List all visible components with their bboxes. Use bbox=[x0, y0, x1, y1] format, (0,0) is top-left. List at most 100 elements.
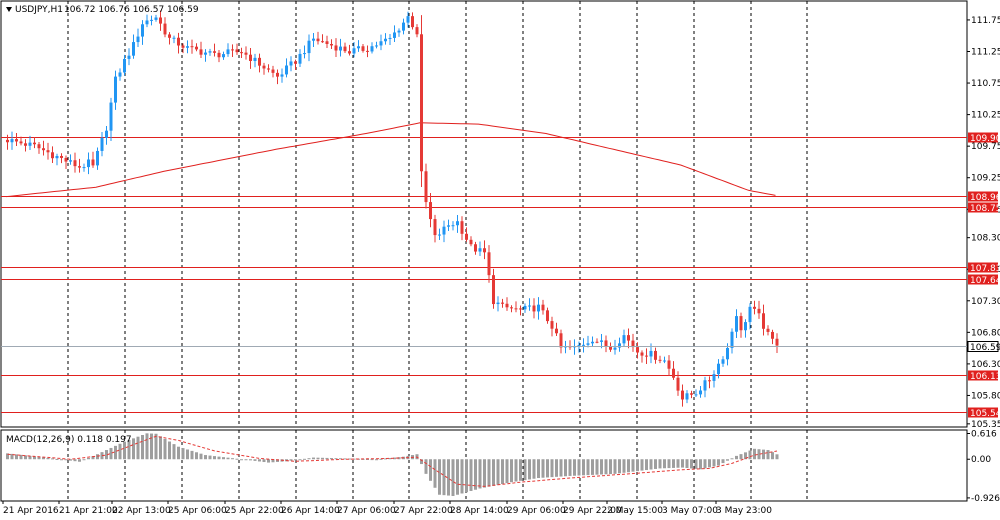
macd-bar-35 bbox=[163, 438, 167, 460]
macd-bar-63 bbox=[289, 459, 293, 461]
macd-bar-108 bbox=[492, 459, 495, 486]
macd-bar-56 bbox=[258, 459, 261, 462]
candle-body-69 bbox=[316, 38, 320, 42]
level-label-bg-3 bbox=[968, 262, 998, 273]
macd-bar-99 bbox=[451, 459, 455, 496]
candle-body-110 bbox=[501, 302, 504, 304]
macd-bar-166 bbox=[753, 448, 756, 460]
macd-bar-107 bbox=[487, 459, 491, 487]
macd-bar-111 bbox=[505, 459, 509, 484]
candle-body-138 bbox=[627, 335, 630, 341]
candle-body-78 bbox=[357, 46, 360, 49]
price-panel-frame bbox=[0, 0, 968, 428]
candle-body-130 bbox=[591, 341, 594, 344]
macd-bar-133 bbox=[604, 459, 608, 475]
macd-bar-143 bbox=[649, 459, 653, 470]
macd-bar-157 bbox=[712, 459, 716, 467]
macd-bar-19 bbox=[91, 456, 95, 460]
candle-body-35 bbox=[163, 23, 167, 35]
macd-bar-6 bbox=[33, 456, 36, 460]
macd-bar-97 bbox=[442, 459, 446, 496]
macd-bar-106 bbox=[483, 459, 486, 488]
candle-body-67 bbox=[307, 40, 311, 54]
candle-body-33 bbox=[154, 17, 158, 20]
macd-bar-8 bbox=[42, 457, 45, 460]
macd-bar-44 bbox=[204, 455, 207, 460]
price-tick-9: 107.30 bbox=[971, 297, 1000, 307]
candle-body-17 bbox=[82, 167, 86, 169]
macd-bar-154 bbox=[699, 459, 702, 470]
candle-body-55 bbox=[253, 57, 257, 62]
macd-bar-48 bbox=[222, 457, 225, 460]
macd-panel-frame bbox=[0, 429, 968, 502]
candle-body-140 bbox=[636, 347, 639, 353]
price-tick-7: 108.30 bbox=[971, 234, 1000, 244]
candle-body-143 bbox=[649, 350, 653, 357]
candle-body-12 bbox=[60, 155, 63, 158]
macd-bar-69 bbox=[316, 457, 320, 460]
macd-bar-39 bbox=[181, 448, 185, 460]
level-label-5: 106.13 bbox=[970, 372, 1000, 382]
candle-body-118 bbox=[537, 304, 540, 312]
macd-bar-140 bbox=[636, 459, 639, 472]
candle-body-84 bbox=[384, 38, 387, 42]
candle-body-93 bbox=[424, 171, 428, 203]
candlesticks bbox=[6, 10, 779, 407]
level-label-2: 108.75 bbox=[970, 204, 1000, 214]
macd-signal-line bbox=[7, 435, 778, 487]
candle-body-23 bbox=[109, 102, 113, 131]
candle-body-101 bbox=[460, 221, 464, 234]
macd-bar-2 bbox=[15, 454, 18, 460]
symbol-menu-icon[interactable] bbox=[6, 7, 12, 12]
macd-bar-167 bbox=[757, 449, 761, 460]
candle-body-127 bbox=[577, 345, 581, 347]
candle-body-146 bbox=[663, 360, 666, 362]
candle-body-166 bbox=[753, 306, 756, 309]
macd-bar-117 bbox=[532, 459, 536, 479]
candle-body-98 bbox=[447, 225, 450, 227]
macd-bar-171 bbox=[775, 454, 779, 460]
candle-body-114 bbox=[519, 308, 522, 310]
candle-body-19 bbox=[91, 159, 95, 166]
macd-bar-65 bbox=[298, 459, 302, 461]
candle-body-100 bbox=[456, 221, 459, 226]
candle-body-104 bbox=[474, 244, 477, 252]
level-label-bg-6 bbox=[968, 407, 998, 418]
candle-body-11 bbox=[55, 155, 59, 159]
macd-bar-139 bbox=[631, 459, 635, 472]
macd-bar-33 bbox=[154, 433, 158, 460]
macd-bar-93 bbox=[424, 459, 428, 474]
candle-body-154 bbox=[699, 390, 702, 395]
candle-body-71 bbox=[325, 41, 329, 44]
macd-bar-10 bbox=[51, 458, 54, 460]
macd-bar-23 bbox=[109, 447, 113, 460]
candle-body-72 bbox=[330, 43, 333, 46]
macd-bar-85 bbox=[388, 457, 392, 460]
candle-body-77 bbox=[352, 48, 356, 54]
current-price-label-bg bbox=[967, 341, 999, 352]
time-tick-10: 29 Apr 22:00 bbox=[563, 506, 622, 516]
macd-bar-112 bbox=[510, 459, 513, 483]
level-label-bg-5 bbox=[968, 370, 998, 381]
candle-body-50 bbox=[231, 49, 234, 51]
candle-body-75 bbox=[343, 46, 347, 52]
candle-body-3 bbox=[19, 141, 23, 144]
time-tick-11: 2 May 15:00 bbox=[607, 506, 663, 516]
candle-body-108 bbox=[492, 275, 495, 305]
macd-bar-130 bbox=[591, 459, 594, 475]
candle-body-157 bbox=[712, 374, 716, 381]
macd-bar-158 bbox=[717, 459, 720, 466]
candle-body-66 bbox=[303, 53, 306, 55]
candle-body-162 bbox=[735, 316, 738, 332]
candle-body-45 bbox=[208, 51, 212, 53]
candle-body-165 bbox=[748, 306, 752, 323]
macd-bar-142 bbox=[645, 459, 648, 471]
macd-bar-73 bbox=[334, 458, 338, 460]
candle-body-109 bbox=[496, 302, 500, 305]
macd-bar-123 bbox=[559, 459, 563, 477]
macd-bar-148 bbox=[672, 459, 675, 468]
macd-bar-42 bbox=[195, 452, 198, 460]
